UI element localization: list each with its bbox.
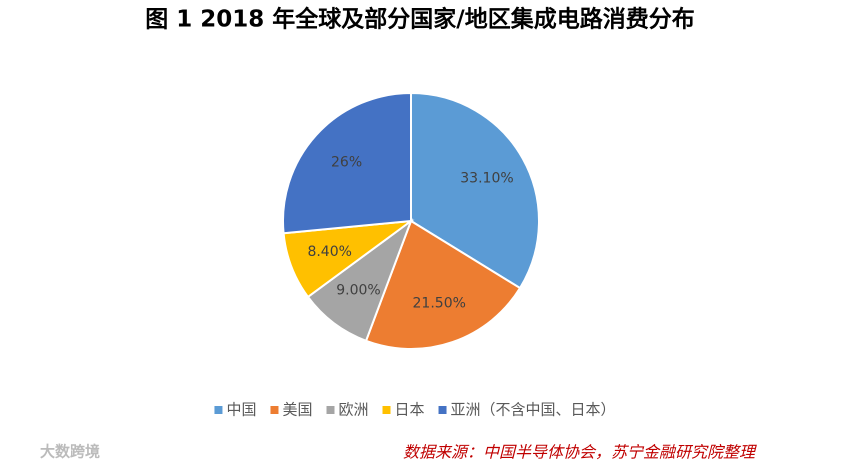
legend-marker — [326, 406, 335, 414]
source-note: 数据来源：中国半导体协会，苏宁金融研究院整理 — [403, 443, 757, 462]
data-label: 26% — [331, 154, 362, 170]
data-label: 9.00% — [336, 282, 380, 298]
data-label: 21.50% — [413, 295, 466, 311]
data-label: 33.10% — [460, 171, 513, 187]
legend-label: 欧洲 — [338, 401, 368, 419]
pie-slice — [410, 91, 540, 290]
legend-label: 日本 — [395, 401, 425, 419]
legend-marker — [270, 406, 279, 414]
legend-marker — [382, 406, 391, 414]
legend-label: 中国 — [226, 401, 256, 419]
legend-label: 亚洲（不含中国、日本） — [451, 401, 616, 419]
data-label: 8.40% — [307, 244, 351, 260]
pie-slice — [364, 219, 522, 350]
watermark: 大数跨境 — [40, 443, 100, 461]
chart-title: 图 1 2018 年全球及部分国家/地区集成电路消费分布 — [145, 6, 694, 33]
legend-marker — [214, 406, 223, 414]
legend-marker — [438, 406, 447, 414]
pie-slice — [282, 91, 412, 235]
legend-label: 美国 — [282, 401, 312, 419]
